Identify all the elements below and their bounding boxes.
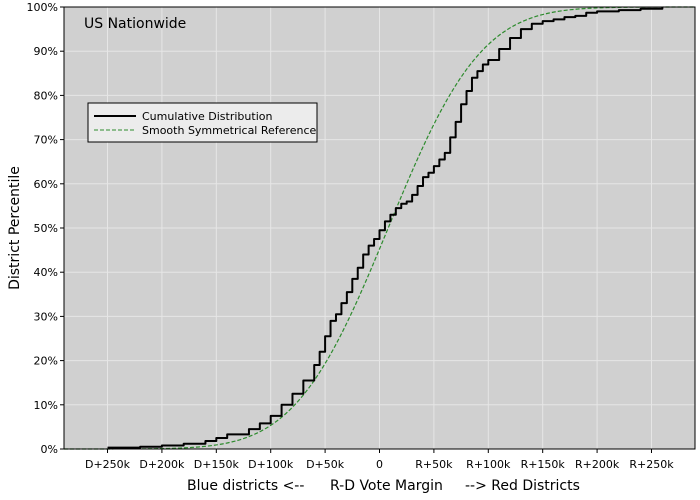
x-tick-label: D+50k (306, 458, 345, 471)
x-tick-label: R+100k (466, 458, 511, 471)
x-tick-label: D+250k (85, 458, 131, 471)
y-axis-label: District Percentile (7, 166, 23, 290)
x-tick-label: R+150k (521, 458, 566, 471)
x-axis-label-left: Blue districts <-- (187, 478, 304, 494)
y-tick-label: 30% (34, 310, 58, 323)
chart-annotation: US Nationwide (84, 16, 186, 32)
y-tick-label: 90% (34, 45, 58, 58)
y-tick-label: 80% (34, 89, 58, 102)
y-tick-label: 0% (41, 443, 58, 456)
y-tick-label: 100% (27, 1, 58, 14)
y-tick-label: 10% (34, 399, 58, 412)
y-tick-label: 60% (34, 178, 58, 191)
x-tick-label: R+200k (575, 458, 620, 471)
legend-box (87, 102, 318, 143)
x-tick-label: D+200k (139, 458, 185, 471)
y-tick-label: 20% (34, 355, 58, 368)
x-tick-label: R+50k (415, 458, 453, 471)
reference-curve (64, 6, 695, 450)
x-tick-label: D+100k (248, 458, 294, 471)
x-axis-label-right: --> Red Districts (465, 478, 580, 494)
x-tick-label: D+150k (194, 458, 240, 471)
x-axis-label-center: R-D Vote Margin (330, 478, 443, 494)
x-axis-ticks: D+250k D+200k D+150k D+100k D+50k 0 R+50k R+100… (85, 449, 674, 471)
y-tick-label: 70% (34, 134, 58, 147)
series-cumulative-distribution (107, 7, 664, 449)
legend: Cumulative Distribution Smooth Symmetric… (87, 102, 318, 143)
x-tick-label: R+250k (629, 458, 674, 471)
series-smooth-reference (64, 6, 695, 450)
legend-label-cumulative: Cumulative Distribution (142, 110, 272, 123)
legend-label-reference: Smooth Symmetrical Reference (142, 124, 316, 137)
y-axis-ticks: 0% 10% 20% 30% 40% 50% 60% 70% 80% 90% 100% (27, 1, 64, 456)
x-tick-label: 0 (376, 458, 383, 471)
y-tick-label: 50% (34, 222, 58, 235)
cumulative-curve (107, 7, 664, 449)
y-tick-label: 40% (34, 266, 58, 279)
